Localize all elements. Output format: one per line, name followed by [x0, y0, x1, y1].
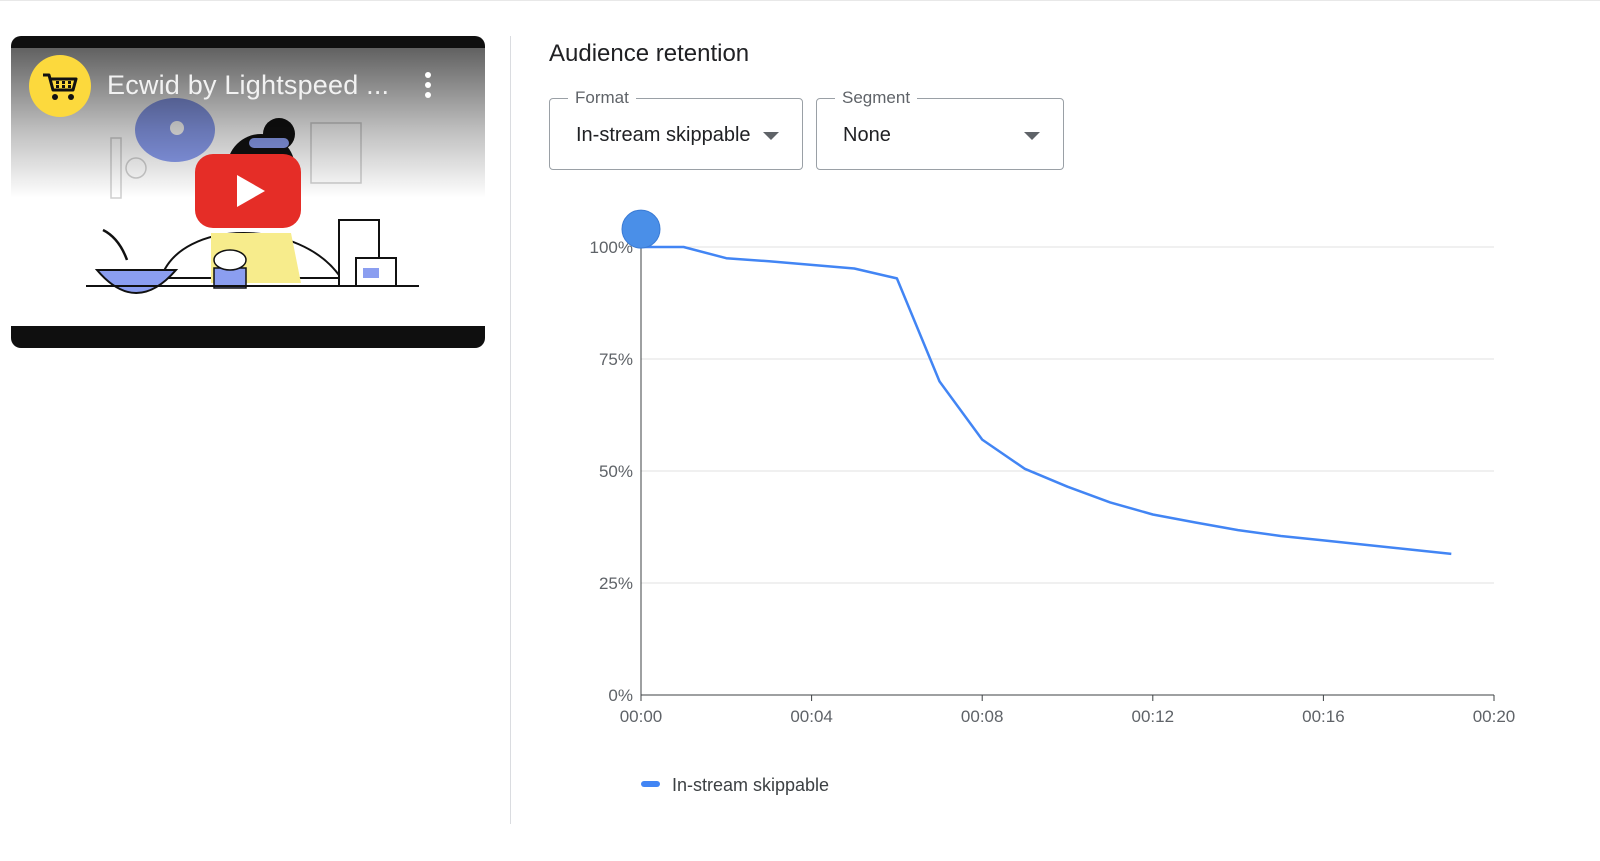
axes: 0% 25% 50% 75% 100% 00:00 00:04 00:08 00:12 00:16… [590, 238, 1516, 726]
channel-avatar[interactable] [29, 55, 91, 117]
series-line [641, 245, 1452, 556]
format-value: In-stream skippable [576, 124, 751, 146]
y-tick-label: 50% [599, 462, 633, 481]
gridlines [641, 246, 1494, 584]
video-title[interactable]: Ecwid by Lightspeed ... [107, 70, 390, 100]
y-tick-label: 25% [599, 574, 633, 593]
video-player[interactable]: Ecwid by Lightspeed ... [11, 36, 485, 348]
dropdown-arrow-icon [1024, 132, 1040, 140]
shopping-cart-icon [43, 73, 78, 100]
segment-select[interactable]: Segment None [816, 88, 1064, 170]
y-tick-label: 100% [590, 238, 633, 257]
x-tick-label: 00:12 [1132, 707, 1175, 726]
x-tick-label: 00:16 [1302, 707, 1345, 726]
x-tick-label: 00:04 [790, 707, 833, 726]
dropdown-arrow-icon [763, 132, 779, 140]
y-tick-label: 0% [608, 686, 633, 705]
x-tick-label: 00:08 [961, 707, 1004, 726]
x-tick-label: 00:20 [1473, 707, 1516, 726]
segment-value: None [843, 124, 891, 146]
format-select[interactable]: Format In-stream skippable [549, 88, 803, 170]
legend-label: In-stream skippable [672, 775, 830, 795]
panel-title: Audience retention [549, 40, 750, 67]
format-label: Format [568, 88, 636, 108]
y-tick-label: 75% [599, 350, 633, 369]
more-vert-icon[interactable] [419, 72, 437, 102]
youtube-play-icon[interactable] [195, 154, 301, 228]
x-tick-label: 00:00 [620, 707, 663, 726]
series-layer [621, 209, 1452, 556]
panel-divider [510, 36, 511, 824]
legend-swatch [641, 781, 660, 787]
segment-label: Segment [835, 88, 918, 108]
top-border [0, 0, 1600, 1]
position-marker [621, 209, 661, 249]
